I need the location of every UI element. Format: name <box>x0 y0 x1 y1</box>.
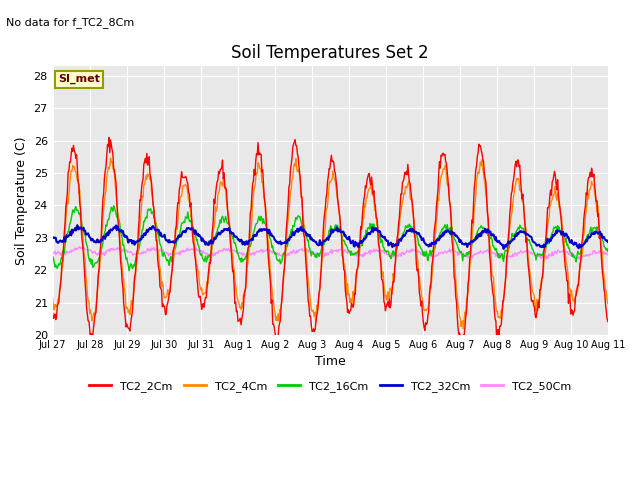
Text: SI_met: SI_met <box>58 74 100 84</box>
Title: Soil Temperatures Set 2: Soil Temperatures Set 2 <box>232 44 429 62</box>
Y-axis label: Soil Temperature (C): Soil Temperature (C) <box>15 136 28 265</box>
Text: No data for f_TC2_8Cm: No data for f_TC2_8Cm <box>6 17 134 28</box>
Legend: TC2_2Cm, TC2_4Cm, TC2_16Cm, TC2_32Cm, TC2_50Cm: TC2_2Cm, TC2_4Cm, TC2_16Cm, TC2_32Cm, TC… <box>84 377 576 396</box>
X-axis label: Time: Time <box>315 355 346 368</box>
